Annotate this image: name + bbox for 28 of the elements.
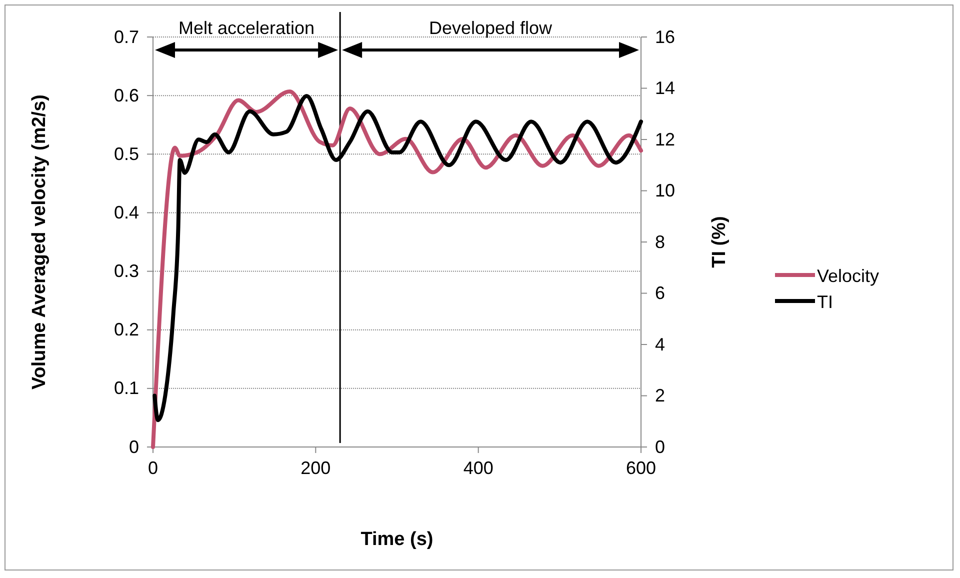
y-tick-label: 0.7 [114, 26, 139, 47]
legend-label: Velocity [817, 266, 880, 286]
y2-axis-title: TI (%) [709, 216, 730, 268]
y2-tick-label: 8 [655, 232, 666, 252]
x-tick-label: 600 [626, 458, 656, 478]
y-tick-label: 0.6 [114, 85, 139, 106]
y-tick-label: 0.5 [114, 144, 139, 164]
x-tick-label: 200 [300, 458, 331, 478]
y2-tick-label: 6 [655, 283, 666, 304]
legend-label: TI [817, 292, 833, 312]
y2-tick-label: 0 [655, 436, 666, 457]
annotation: Melt acceleration [178, 18, 315, 38]
y2-tick-label: 4 [655, 334, 666, 354]
y-tick-label: 0 [128, 436, 139, 457]
annotation: Developed flow [428, 18, 554, 38]
y-tick-label: 0.4 [114, 202, 139, 222]
x-tick-label: 0 [148, 458, 158, 478]
y-tick-label: 0.3 [114, 261, 139, 282]
y2-tick-label: 10 [655, 180, 676, 201]
x-tick-label: 400 [463, 458, 494, 478]
y2-tick-label: 12 [655, 129, 676, 150]
y-tick-label: 0.1 [114, 378, 139, 398]
x-axis-title: Time (s) [360, 529, 434, 550]
y2-tick-label: 16 [655, 26, 676, 47]
y-tick-label: 0.2 [114, 320, 139, 340]
y2-tick-label: 2 [655, 386, 666, 406]
y2-tick-label: 14 [655, 78, 676, 98]
y-axis-title: Volume Averaged velocity (m2/s) [29, 94, 50, 390]
